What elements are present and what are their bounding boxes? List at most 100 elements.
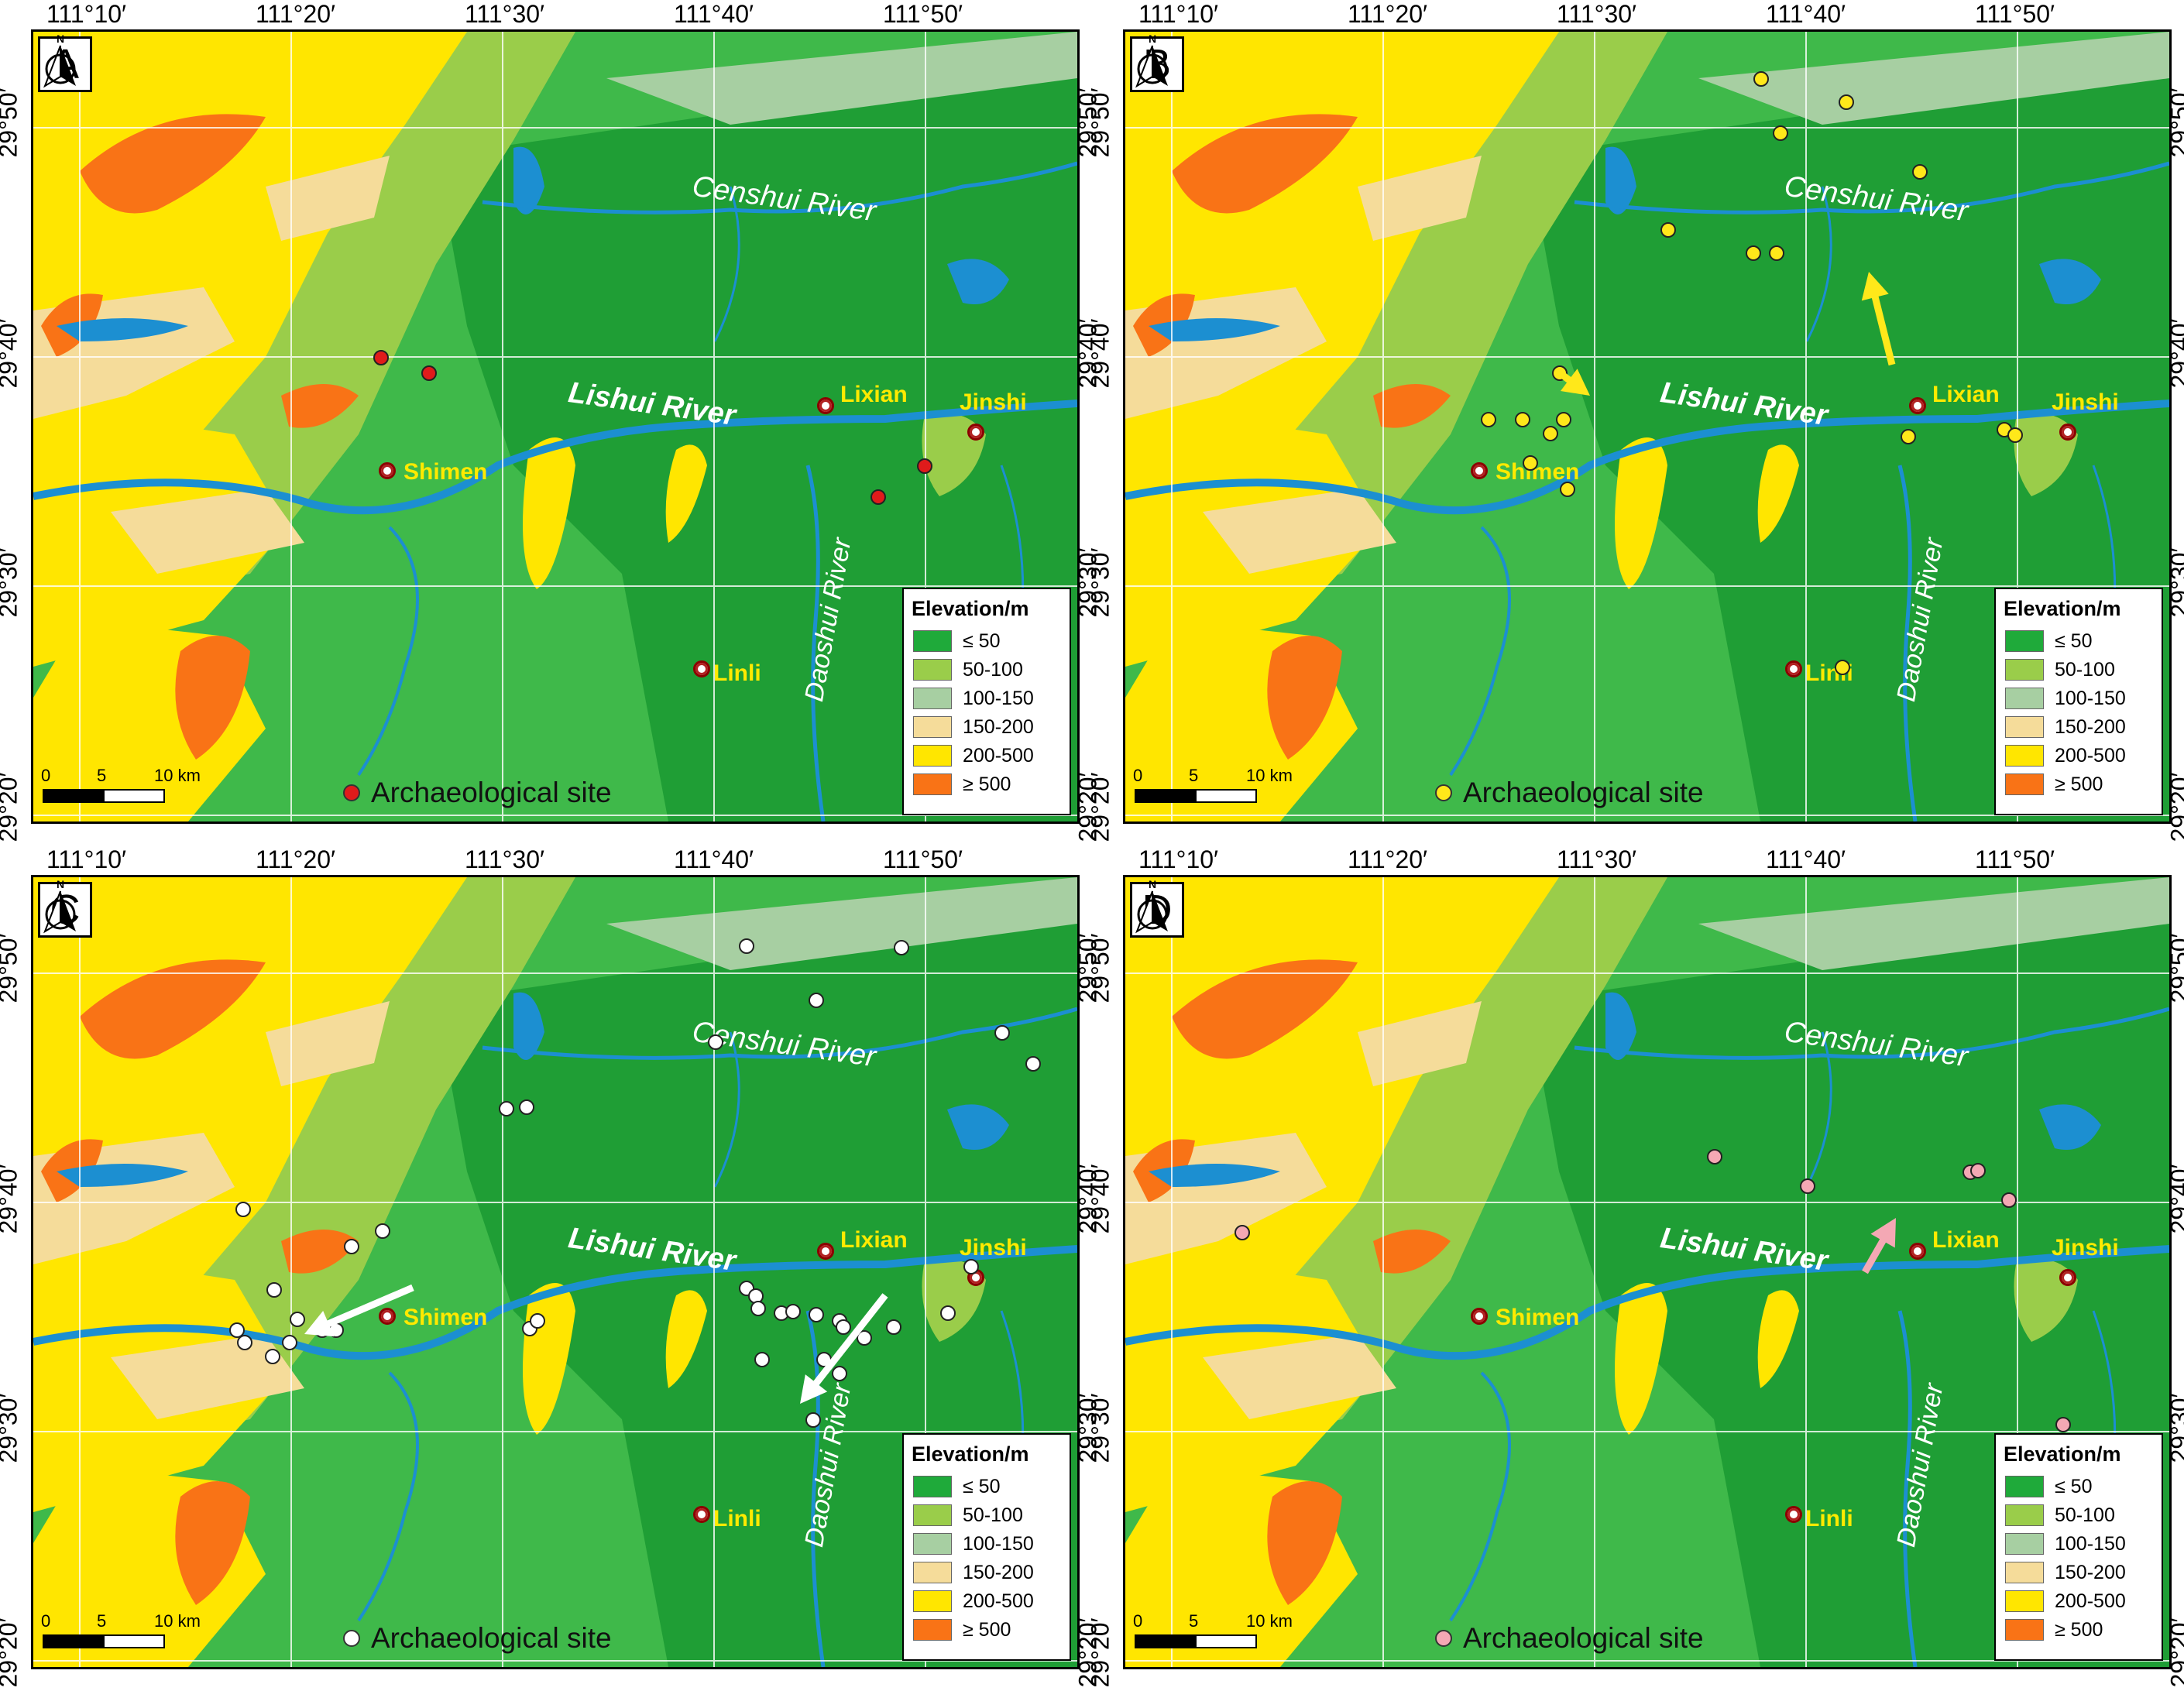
map-panel-a: 111°10′ 111°20′ 111°30′ 111°40′ 111°50′ bbox=[0, 0, 1101, 846]
legend-swatch bbox=[913, 1533, 952, 1555]
scale-tick-5: 5 bbox=[1189, 766, 1199, 785]
lon-label-top: 111°50′ bbox=[1975, 0, 2055, 28]
lixian-marker bbox=[817, 1243, 834, 1260]
legend-swatch bbox=[2005, 1476, 2044, 1497]
lat-label-right: 29°40′ bbox=[2165, 1164, 2184, 1234]
shimen-label: Shimen bbox=[1495, 1305, 1580, 1330]
legend-title: Elevation/m bbox=[2004, 1442, 2121, 1466]
jinshi-marker bbox=[967, 424, 984, 441]
legend-item: ≤ 50 bbox=[2005, 629, 2092, 653]
legend-swatch bbox=[913, 659, 952, 681]
legend-label: 150-200 bbox=[963, 715, 1034, 738]
site-marker bbox=[282, 1335, 297, 1350]
lon-label-top: 111°10′ bbox=[1138, 0, 1219, 28]
legend-swatch bbox=[913, 688, 952, 709]
legend-label: 100-150 bbox=[2055, 1532, 2126, 1555]
lon-label-top: 111°50′ bbox=[883, 0, 963, 28]
legend-label: 200-500 bbox=[963, 744, 1034, 767]
site-marker bbox=[1543, 426, 1558, 441]
lat-label-left: 29°20′ bbox=[1086, 772, 1114, 842]
lat-label-right: 29°40′ bbox=[2165, 318, 2184, 389]
lon-label-top: 111°30′ bbox=[1557, 0, 1637, 28]
legend-item: 50-100 bbox=[2005, 1504, 2115, 1527]
site-marker bbox=[871, 489, 886, 505]
site-marker bbox=[1660, 222, 1676, 238]
north-letter: N bbox=[1149, 33, 1156, 45]
lixian-label: Lixian bbox=[840, 1227, 908, 1253]
legend-swatch bbox=[913, 1476, 952, 1497]
scale-tick-0: 0 bbox=[41, 766, 51, 785]
north-arrow-icon: N bbox=[43, 33, 76, 88]
legend-item: 100-150 bbox=[913, 687, 1034, 710]
site-marker bbox=[754, 1352, 770, 1367]
lat-label-left: 29°30′ bbox=[0, 1393, 22, 1463]
legend-label: 150-200 bbox=[2055, 1561, 2126, 1583]
legend-item: ≤ 50 bbox=[913, 1475, 1000, 1498]
migration-arrow bbox=[1869, 286, 1896, 366]
legend-item: ≥ 500 bbox=[913, 1618, 1011, 1641]
elevation-legend: Elevation/m ≤ 50 50-100 100-150 150-200 … bbox=[902, 588, 1071, 815]
linli-marker bbox=[693, 660, 710, 677]
lon-label-top: 111°20′ bbox=[256, 0, 336, 28]
site-marker bbox=[2055, 1417, 2071, 1432]
lat-label-left: 29°50′ bbox=[0, 87, 22, 158]
legend-label: ≥ 500 bbox=[2055, 1618, 2103, 1641]
site-marker bbox=[1523, 455, 1538, 471]
site-marker bbox=[857, 1330, 872, 1346]
elevation-legend: Elevation/m ≤ 50 50-100 100-150 150-200 … bbox=[1994, 1433, 2163, 1661]
lon-label-top: 111°10′ bbox=[1138, 846, 1219, 873]
lixian-label: Lixian bbox=[1932, 382, 2000, 407]
scale-segment-white bbox=[103, 789, 165, 803]
linli-marker bbox=[693, 1506, 710, 1523]
site-marker bbox=[832, 1366, 847, 1381]
north-letter: N bbox=[57, 878, 64, 890]
legend-item: ≤ 50 bbox=[913, 629, 1000, 653]
legend-swatch bbox=[2005, 716, 2044, 738]
site-key-label: Archaeological site bbox=[371, 777, 612, 808]
site-marker bbox=[886, 1319, 901, 1335]
site-marker bbox=[1912, 164, 1928, 180]
site-marker bbox=[1901, 429, 1916, 444]
legend-label: 150-200 bbox=[963, 1561, 1034, 1583]
legend-item: 150-200 bbox=[2005, 715, 2126, 739]
arrow-head-icon bbox=[1861, 272, 1889, 301]
lat-label-right: 29°50′ bbox=[2165, 933, 2184, 1003]
legend-item: 150-200 bbox=[913, 1561, 1034, 1584]
legend-item: 100-150 bbox=[2005, 1532, 2126, 1556]
site-marker bbox=[708, 1034, 723, 1050]
site-marker bbox=[1515, 412, 1530, 427]
scale-tick-0: 0 bbox=[1133, 1611, 1143, 1631]
site-marker bbox=[530, 1313, 545, 1329]
legend-item: ≤ 50 bbox=[2005, 1475, 2092, 1498]
linli-marker bbox=[1785, 660, 1802, 677]
legend-label: 200-500 bbox=[963, 1590, 1034, 1612]
site-marker bbox=[1839, 94, 1854, 110]
lixian-marker bbox=[817, 397, 834, 414]
lat-label-right: 29°50′ bbox=[2165, 87, 2184, 158]
legend-item: 200-500 bbox=[913, 744, 1034, 767]
legend-item: 150-200 bbox=[913, 715, 1034, 739]
lon-label-top: 111°10′ bbox=[46, 0, 127, 28]
shimen-marker bbox=[1471, 462, 1488, 479]
site-marker bbox=[1773, 125, 1788, 141]
site-key-dot bbox=[343, 1630, 360, 1647]
map-panel-b: 111°10′ 111°20′ 111°30′ 111°40′ 111°50′ bbox=[1086, 0, 2184, 846]
site-marker bbox=[809, 993, 824, 1008]
legend-swatch bbox=[913, 1562, 952, 1583]
jinshi-label: Jinshi bbox=[2052, 389, 2119, 415]
linli-label: Linli bbox=[713, 1506, 761, 1532]
scale-tick-10: 10 km bbox=[1246, 766, 1293, 785]
site-marker bbox=[940, 1305, 956, 1321]
legend-label: ≥ 500 bbox=[2055, 773, 2103, 795]
jinshi-label: Jinshi bbox=[2052, 1235, 2119, 1261]
legend-title: Elevation/m bbox=[2004, 597, 2121, 620]
lon-label-top: 111°30′ bbox=[465, 846, 545, 873]
legend-swatch bbox=[2005, 773, 2044, 795]
lixian-marker bbox=[1909, 397, 1926, 414]
legend-swatch bbox=[2005, 1504, 2044, 1526]
lat-label-left: 29°50′ bbox=[1086, 933, 1114, 1003]
lat-label-left: 29°30′ bbox=[0, 547, 22, 618]
legend-swatch bbox=[913, 716, 952, 738]
site-marker bbox=[1556, 412, 1571, 427]
legend-label: 100-150 bbox=[2055, 687, 2126, 709]
